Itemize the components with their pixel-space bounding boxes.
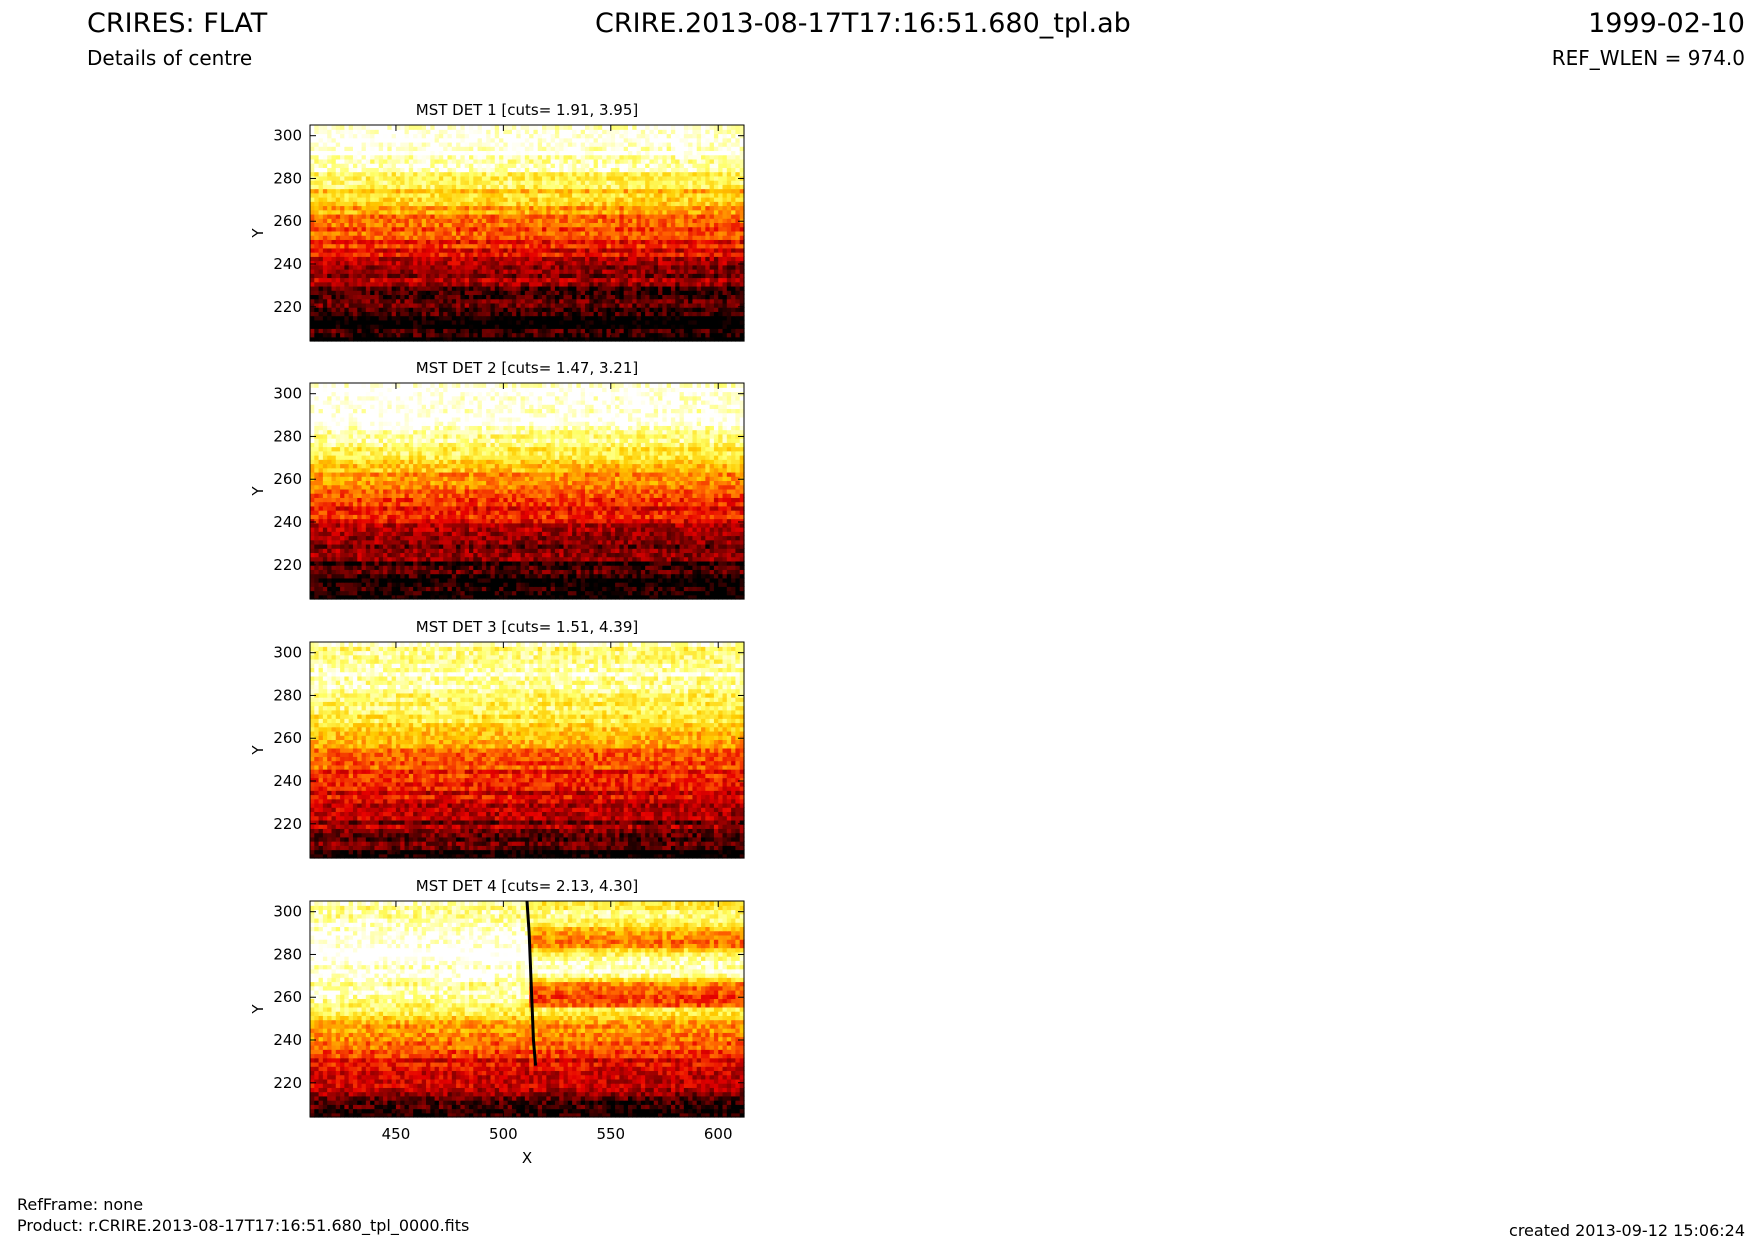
panel-title: MST DET 4 [cuts= 2.13, 4.30] [416, 877, 639, 895]
panel-title: MST DET 2 [cuts= 1.47, 3.21] [416, 359, 639, 377]
heatmap-image [310, 642, 745, 859]
y-tick-label: 280 [273, 427, 302, 445]
y-tick-label: 280 [273, 945, 302, 963]
y-axis-label: Y [249, 745, 267, 756]
y-tick-label: 300 [273, 644, 302, 662]
heatmap-panel-1: MST DET 1 [cuts= 1.91, 3.95] 220 240 260 280… [249, 101, 745, 342]
y-tick-label: 280 [273, 686, 302, 704]
y-tick-label: 220 [273, 1074, 302, 1092]
heatmap-image [310, 125, 745, 342]
panel-title: MST DET 1 [cuts= 1.91, 3.95] [416, 101, 639, 119]
y-tick-label: 220 [273, 556, 302, 574]
x-tick-label: 500 [489, 1125, 518, 1143]
footer-product: Product: r.CRIRE.2013-08-17T17:16:51.680… [17, 1216, 469, 1235]
y-tick-label: 260 [273, 988, 302, 1006]
y-axis-label: Y [249, 486, 267, 497]
x-axis-label: X [522, 1149, 532, 1167]
y-axis-label: Y [249, 228, 267, 239]
y-tick-label: 300 [273, 903, 302, 921]
y-tick-label: 220 [273, 298, 302, 316]
x-tick-label: 450 [382, 1125, 411, 1143]
y-tick-label: 300 [273, 127, 302, 145]
y-tick-label: 260 [273, 470, 302, 488]
heatmap-panel-2: MST DET 2 [cuts= 1.47, 3.21] 220 240 260 280… [249, 359, 745, 600]
footer-created: created 2013-09-12 15:06:24 [1509, 1221, 1745, 1240]
y-tick-label: 240 [273, 513, 302, 531]
y-axis-label: Y [249, 1004, 267, 1015]
panel-title: MST DET 3 [cuts= 1.51, 4.39] [416, 618, 639, 636]
y-tick-label: 220 [273, 815, 302, 833]
footer-refframe: RefFrame: none [17, 1195, 143, 1214]
x-tick-label: 600 [704, 1125, 733, 1143]
y-tick-label: 300 [273, 385, 302, 403]
y-tick-label: 260 [273, 729, 302, 747]
x-tick-label: 550 [596, 1125, 625, 1143]
heatmap-image [310, 901, 745, 1118]
y-tick-label: 260 [273, 212, 302, 230]
heatmap-panel-3: MST DET 3 [cuts= 1.51, 4.39] 220 240 260 280… [249, 618, 745, 859]
heatmap-image [310, 383, 745, 600]
y-tick-label: 240 [273, 1031, 302, 1049]
y-tick-label: 240 [273, 255, 302, 273]
heatmap-panel-4: MST DET 4 [cuts= 2.13, 4.30] 220 240 260 280… [249, 877, 745, 1167]
y-tick-label: 280 [273, 169, 302, 187]
y-tick-label: 240 [273, 772, 302, 790]
